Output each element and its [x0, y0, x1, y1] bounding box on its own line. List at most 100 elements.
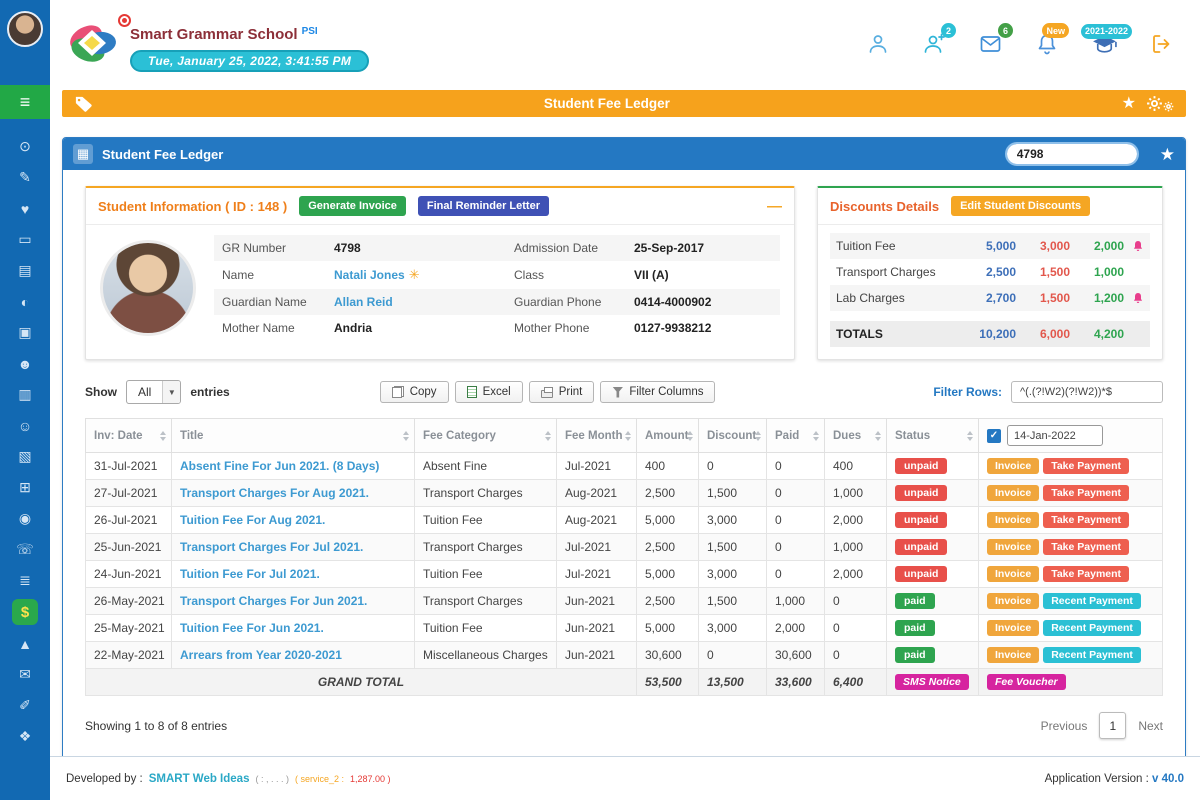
invoice-button[interactable]: Invoice	[987, 593, 1040, 609]
invoice-button[interactable]: Invoice	[987, 566, 1040, 582]
col-header-fee-category[interactable]: Fee Category	[414, 418, 557, 453]
take-payment-button[interactable]: Take Payment	[1043, 485, 1130, 501]
sidebar-item-student-profile[interactable]: ◉	[18, 510, 32, 526]
fee-title-link[interactable]: Tuition Fee For Jul 2021.	[180, 567, 320, 581]
cell-title: Absent Fine For Jun 2021. (8 Days)	[171, 452, 415, 480]
sidebar-item-students[interactable]: ☻	[17, 355, 33, 372]
logout-icon[interactable]	[1150, 32, 1174, 56]
next-page-button[interactable]: Next	[1138, 718, 1163, 733]
sidebar-item-accounts[interactable]: ≣	[19, 572, 31, 588]
invoice-button[interactable]: Invoice	[987, 485, 1040, 501]
sort-icon	[755, 430, 761, 441]
discount-row: Lab Charges 2,700 1,500 1,200	[830, 285, 1150, 311]
fee-title-link[interactable]: Transport Charges For Jun 2021.	[180, 594, 368, 608]
take-payment-button[interactable]: Take Payment	[1043, 539, 1130, 555]
generate-invoice-button[interactable]: Generate Invoice	[299, 196, 406, 216]
topbar: Smart Grammar School PSI Tue, January 25,…	[50, 0, 1200, 88]
favorite-star-icon[interactable]: ★	[1121, 94, 1136, 112]
previous-page-button[interactable]: Previous	[1040, 718, 1088, 733]
student-link[interactable]: Allan Reid	[334, 295, 393, 309]
bell-icon[interactable]	[1124, 292, 1144, 305]
settings-gears-icon[interactable]	[1146, 95, 1174, 112]
cell-amount: 400	[636, 452, 699, 480]
sidebar-item-staff[interactable]: ☺	[17, 417, 33, 434]
student-search-input[interactable]	[1004, 142, 1139, 166]
profile-user-icon[interactable]	[866, 32, 890, 56]
tag-icon[interactable]	[74, 96, 92, 112]
take-payment-button[interactable]: Take Payment	[1043, 512, 1130, 528]
fee-title-link[interactable]: Absent Fine For Jun 2021. (8 Days)	[180, 459, 380, 473]
filter-rows-input[interactable]	[1011, 381, 1163, 403]
fee-title-link[interactable]: Transport Charges For Jul 2021.	[180, 540, 364, 554]
select-all-checkbox[interactable]: ✓	[987, 428, 1001, 443]
fee-voucher-button[interactable]: Fee Voucher	[987, 674, 1066, 690]
messages-icon[interactable]: 6	[978, 23, 1013, 56]
take-payment-button[interactable]: Take Payment	[1043, 566, 1130, 582]
sidebar-item-support[interactable]: ☏	[16, 541, 34, 557]
student-info-row: Guardian Name Allan Reid Guardian Phone 041…	[214, 289, 780, 315]
sidebar-item-dashboard[interactable]: ⊙	[19, 138, 31, 154]
fee-title-link[interactable]: Arrears from Year 2020-2021	[180, 648, 342, 662]
col-header-discount[interactable]: Discount	[698, 418, 767, 453]
sidebar-item-news-board[interactable]: ▤	[18, 262, 32, 278]
sidebar-item-e-learning[interactable]: ⊞	[19, 479, 31, 495]
invoice-button[interactable]: Invoice	[987, 647, 1040, 663]
bell-icon[interactable]	[1124, 240, 1144, 253]
sidebar-item-fee-ledger[interactable]: $	[12, 599, 38, 625]
sidebar-item-transport[interactable]: ▲	[18, 635, 32, 652]
recent-payment-button[interactable]: Recent Payment	[1043, 593, 1141, 609]
invoice-button[interactable]: Invoice	[987, 458, 1040, 474]
info-panels: Student Information ( ID : 148 ) Generat…	[85, 186, 1163, 360]
cell-status: unpaid	[886, 533, 979, 561]
showing-entries-text: Showing 1 to 8 of 8 entries	[85, 718, 228, 733]
invoice-button[interactable]: Invoice	[987, 539, 1040, 555]
excel-button[interactable]: Excel	[454, 381, 523, 403]
student-link[interactable]: Natali Jones	[334, 268, 405, 282]
date-filter-input[interactable]	[1007, 425, 1103, 446]
col-header-paid[interactable]: Paid	[766, 418, 825, 453]
sidebar-item-id-cards[interactable]: ▭	[18, 231, 32, 247]
invoice-button[interactable]: Invoice	[987, 620, 1040, 636]
sidebar-item-reports[interactable]: ✐	[19, 697, 31, 713]
sidebar-item-certificates[interactable]: ❖	[18, 728, 32, 744]
final-reminder-button[interactable]: Final Reminder Letter	[417, 196, 549, 216]
recent-payment-button[interactable]: Recent Payment	[1043, 647, 1141, 663]
sidebar-item-student-admission[interactable]: ✎	[19, 169, 31, 185]
cell-paid: 2,000	[766, 614, 825, 642]
fee-title-link[interactable]: Tuition Fee For Aug 2021.	[180, 513, 326, 527]
print-button[interactable]: Print	[528, 381, 595, 403]
sidebar-item-inventory[interactable]: ▣	[18, 324, 32, 340]
sidebar-item-web-portal[interactable]: ◐	[20, 293, 30, 310]
sms-notice-button[interactable]: SMS Notice	[895, 674, 969, 690]
sidebar-item-exams[interactable]: ▧	[18, 448, 32, 464]
entries-select[interactable]: All ▼	[126, 380, 182, 404]
col-header-title[interactable]: Title	[171, 418, 415, 453]
col-header-amount[interactable]: Amount	[636, 418, 699, 453]
sidebar-item-messaging[interactable]: ✉	[19, 666, 31, 682]
bookmark-star-icon[interactable]: ★	[1159, 144, 1175, 164]
col-header-status[interactable]: Status	[886, 418, 979, 453]
online-users-icon[interactable]: 2	[922, 23, 956, 56]
col-header-dues[interactable]: Dues	[824, 418, 887, 453]
field-label: Mother Name	[222, 321, 295, 335]
sidebar-item-student-welfare[interactable]: ♥	[20, 200, 30, 217]
copy-button[interactable]: Copy	[379, 381, 449, 403]
col-header-fee-month[interactable]: Fee Month	[556, 418, 637, 453]
invoice-button[interactable]: Invoice	[987, 512, 1040, 528]
edit-discounts-button[interactable]: Edit Student Discounts	[951, 196, 1091, 216]
academic-session-icon[interactable]: 2021-2022	[1080, 23, 1132, 56]
cell-title: Transport Charges For Jun 2021.	[171, 587, 415, 615]
collapse-icon[interactable]: —	[767, 197, 782, 215]
page-number-button[interactable]: 1	[1099, 712, 1127, 739]
recent-payment-button[interactable]: Recent Payment	[1043, 620, 1141, 636]
fee-title-link[interactable]: Tuition Fee For Jun 2021.	[180, 621, 324, 635]
take-payment-button[interactable]: Take Payment	[1043, 458, 1130, 474]
filter-columns-button[interactable]: Filter Columns	[600, 381, 716, 403]
fee-title-link[interactable]: Transport Charges For Aug 2021.	[180, 486, 369, 500]
user-avatar[interactable]	[7, 11, 43, 47]
notifications-bell-icon[interactable]: New	[1035, 23, 1069, 56]
menu-toggle-button[interactable]: ≡	[0, 85, 50, 119]
sidebar-item-attendance[interactable]: ▥	[18, 386, 32, 402]
col-header-inv-date[interactable]: Inv: Date	[85, 418, 172, 453]
developer-link[interactable]: SMART Web Ideas	[148, 772, 250, 785]
